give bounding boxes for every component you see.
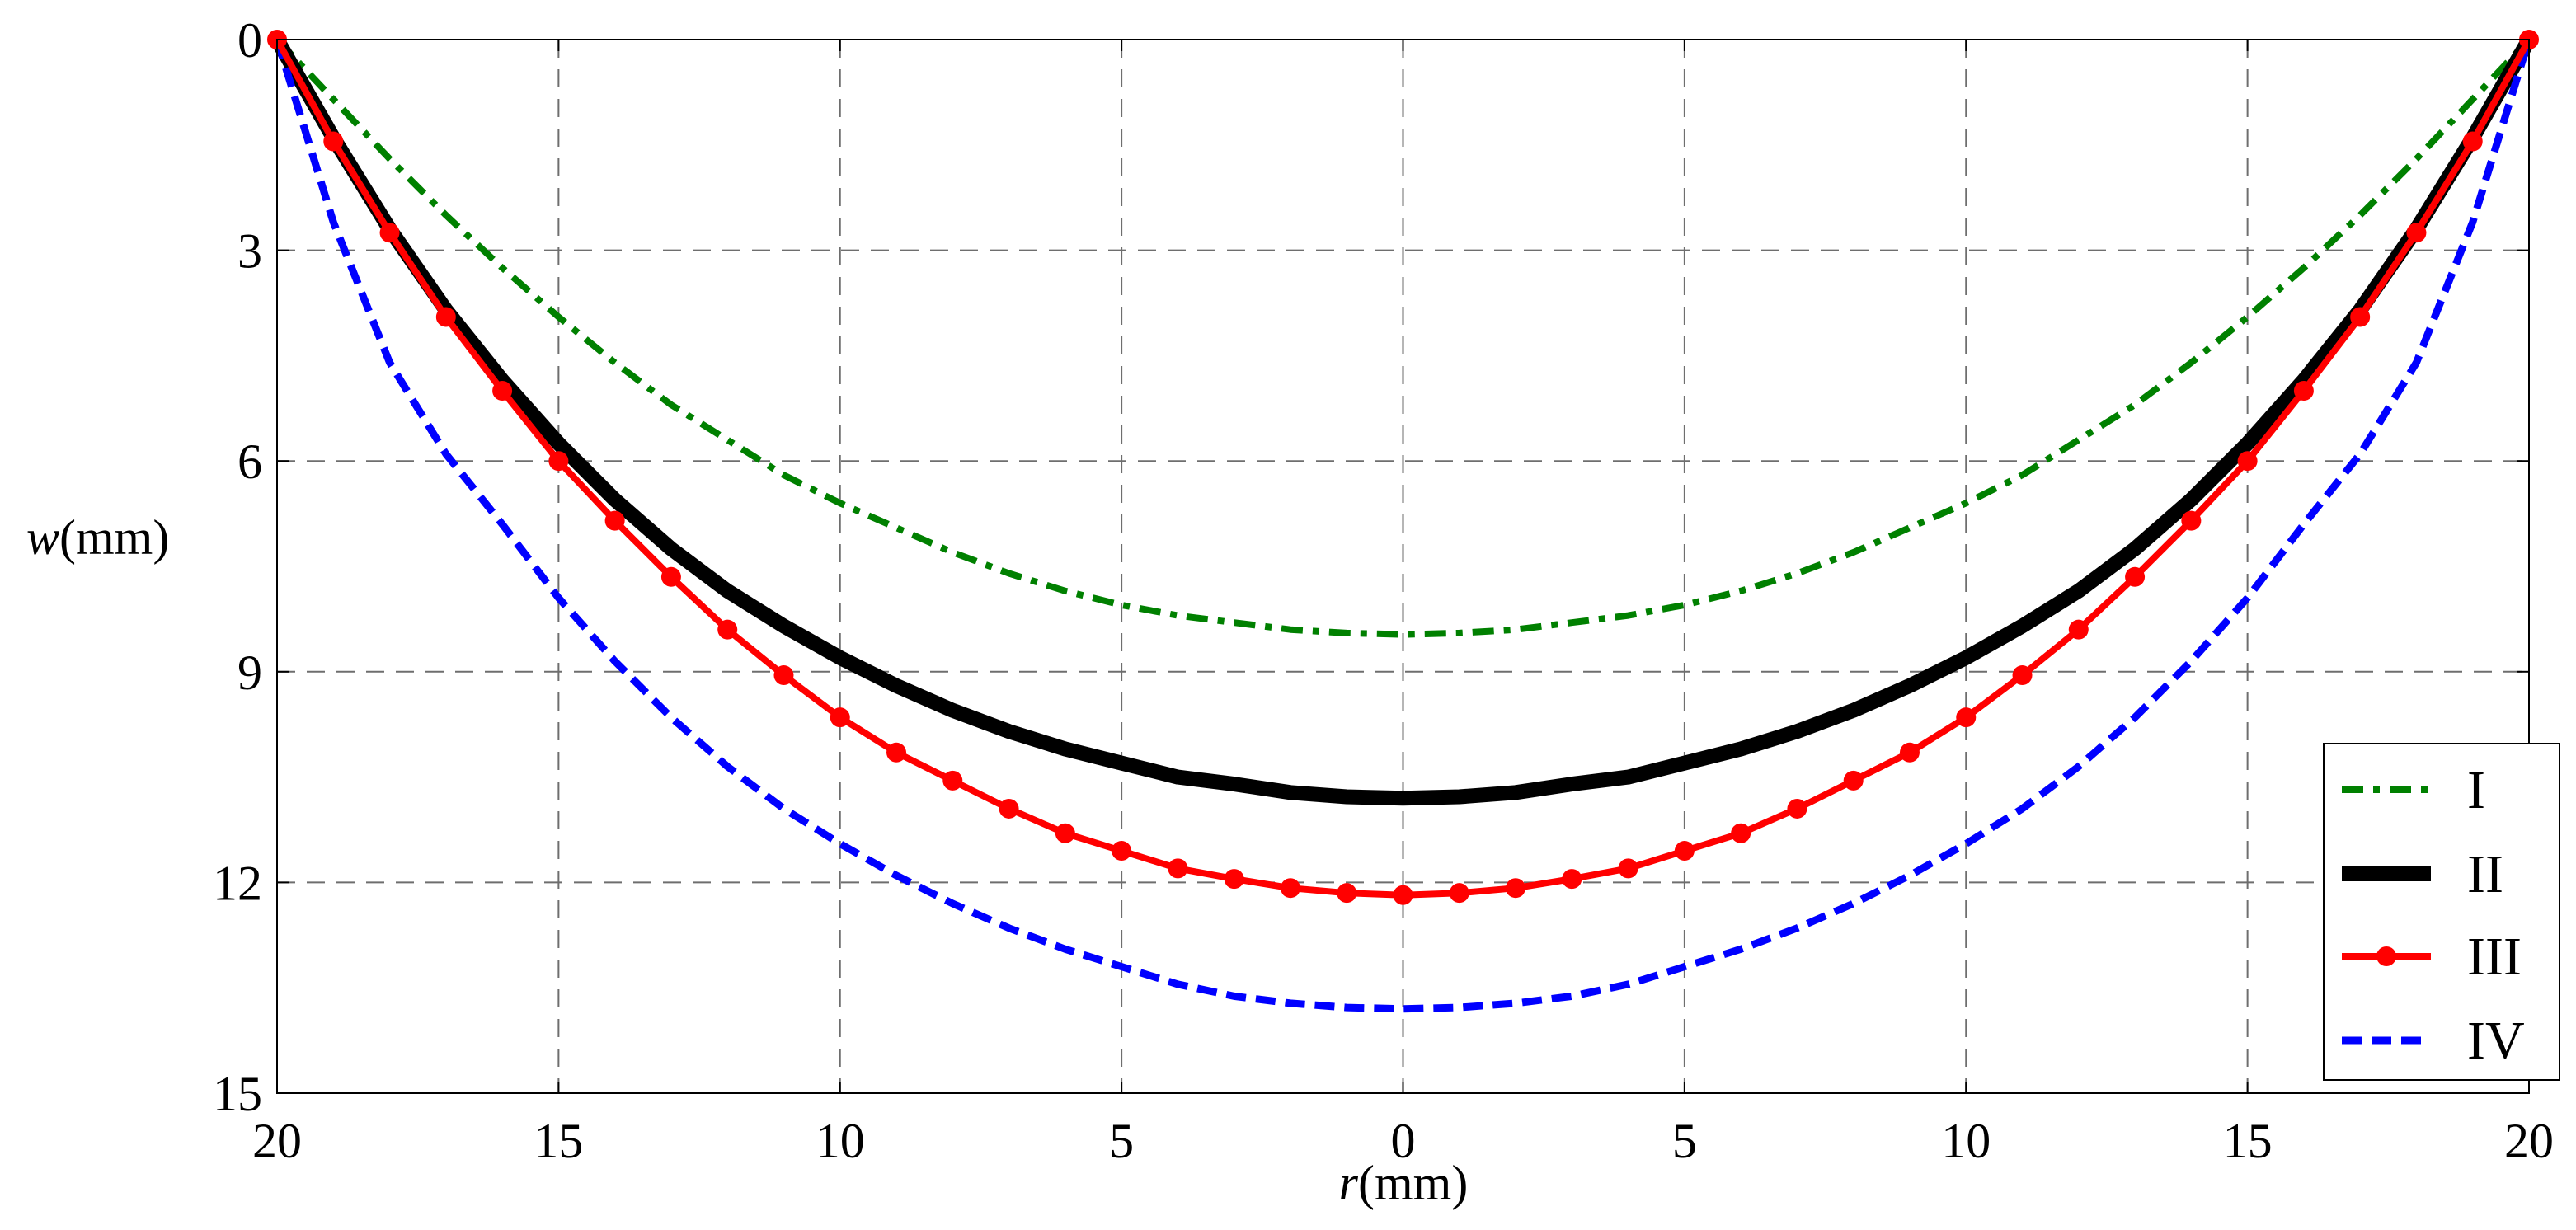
x-axis-label-symbol: r <box>1339 1156 1359 1210</box>
series-point-III <box>548 451 569 472</box>
series-point-III <box>999 798 1019 819</box>
series-point-III <box>1674 841 1695 861</box>
series-point-III <box>1787 798 1807 819</box>
series-point-III <box>1843 770 1864 791</box>
x-tick-label: 5 <box>1109 1114 1134 1168</box>
series-point-III <box>379 223 400 243</box>
series-point-III <box>1280 878 1300 899</box>
series-point-III <box>1506 878 1526 899</box>
series-point-III <box>660 566 681 587</box>
x-tick-label: 5 <box>1672 1114 1697 1168</box>
series-point-III <box>1168 858 1188 879</box>
x-tick-label: 10 <box>816 1114 865 1168</box>
series-point-III <box>492 381 513 401</box>
series-line-I <box>275 37 2531 638</box>
series-point-III <box>604 510 625 531</box>
series-line-IV <box>273 38 2533 1013</box>
legend-label-II: II <box>2467 844 2503 904</box>
series-line-II <box>270 35 2536 806</box>
series-point-III <box>323 131 344 152</box>
x-tick-label: 20 <box>252 1114 302 1168</box>
series-point-III <box>1449 883 1469 904</box>
x-tick-label: 20 <box>2504 1114 2554 1168</box>
series-point-III <box>1337 883 1357 904</box>
legend-box <box>2323 743 2560 1081</box>
y-axis-label-unit: (mm) <box>59 510 169 565</box>
series-point-III <box>1055 823 1075 843</box>
y-axis-label: w(mm) <box>26 510 169 565</box>
plot-series <box>267 30 2539 1013</box>
series-point-III <box>1393 885 1413 905</box>
x-tick-label: 15 <box>534 1114 583 1168</box>
series-point-III <box>717 619 738 640</box>
series-point-III <box>886 742 907 763</box>
series-II <box>270 35 2536 806</box>
series-point-III <box>1224 869 1244 890</box>
series-point-III <box>2181 510 2202 531</box>
series-point-III <box>2125 566 2146 587</box>
legend-label-IV: IV <box>2467 1011 2525 1071</box>
y-tick-label: 0 <box>237 13 262 68</box>
series-point-III <box>1618 858 1638 879</box>
series-point-III <box>830 707 850 728</box>
legend-marker-III <box>2376 946 2396 966</box>
legend-label-I: I <box>2467 760 2485 820</box>
y-tick-label: 9 <box>237 646 262 700</box>
x-axis-ticks: 20 15 10 5 0 5 10 15 20 <box>252 40 2554 1168</box>
x-tick-label: 0 <box>1391 1114 1416 1168</box>
series-point-III <box>1899 742 1920 763</box>
x-axis-label: r(mm) <box>1339 1156 1469 1210</box>
series-point-III <box>1956 707 1977 728</box>
x-axis-label-unit: (mm) <box>1358 1156 1468 1210</box>
series-point-III <box>2068 619 2089 640</box>
series-point-III <box>2012 665 2033 686</box>
series-point-III <box>2237 451 2258 472</box>
y-tick-label: 15 <box>213 1067 262 1121</box>
grid <box>277 40 2529 1093</box>
series-point-III <box>2462 131 2483 152</box>
series-point-III <box>942 770 963 791</box>
y-tick-label: 12 <box>213 856 262 910</box>
y-axis-label-symbol: w <box>26 510 59 565</box>
x-tick-label: 15 <box>2223 1114 2273 1168</box>
series-point-III <box>1112 841 1132 861</box>
x-tick-label: 10 <box>1941 1114 1991 1168</box>
y-axis-ticks: 0 3 6 9 12 15 <box>213 13 2529 1121</box>
series-I <box>275 37 2531 638</box>
series-point-III <box>1562 869 1582 890</box>
series-point-III <box>2406 223 2427 243</box>
series-point-III <box>2293 381 2314 401</box>
series-point-III <box>435 307 456 327</box>
series-point-III <box>773 665 794 686</box>
series-point-III <box>1731 823 1751 843</box>
series-III <box>267 30 2539 905</box>
series-IV <box>273 38 2533 1013</box>
series-point-III <box>2350 307 2371 327</box>
y-tick-label: 6 <box>237 434 262 489</box>
y-tick-label: 3 <box>237 224 262 279</box>
legend-label-III: III <box>2467 927 2522 987</box>
